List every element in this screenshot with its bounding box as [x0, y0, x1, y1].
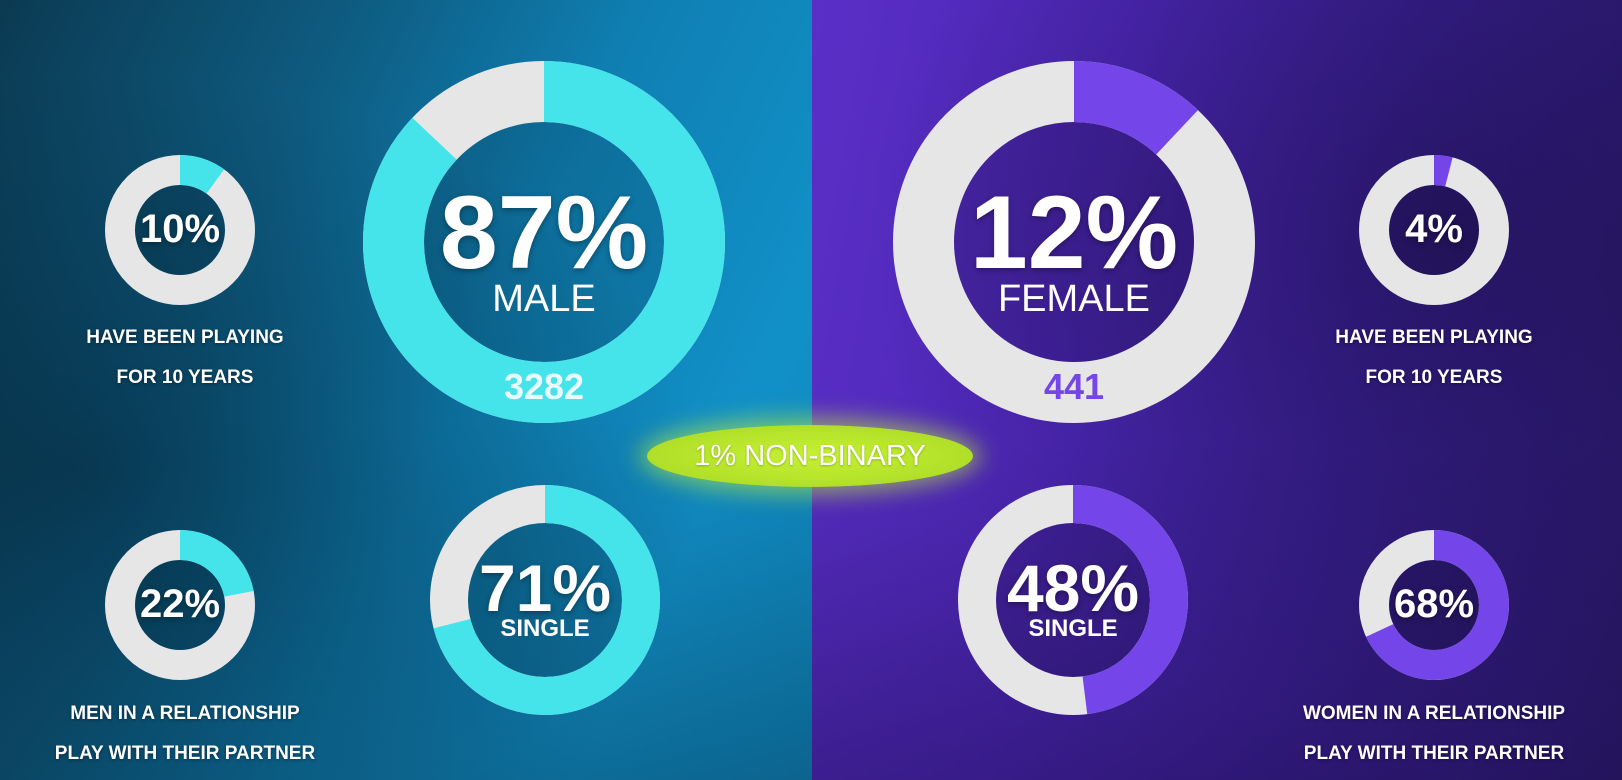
female-relationship-percent: 68% — [1393, 582, 1475, 626]
male-relationship-donut: 22% — [105, 530, 255, 680]
donut-value-arc — [363, 61, 725, 423]
male-single-ring — [430, 485, 660, 715]
donut-value-arc — [430, 485, 660, 715]
female-count: 441 — [1043, 366, 1105, 407]
male-single-label: SINGLE — [500, 615, 590, 642]
nonbinary-badge: 1% NON-BINARY — [647, 425, 973, 487]
caption-line: HAVE BEEN PLAYING — [86, 327, 284, 348]
male-label: MALE — [492, 278, 596, 320]
female-playing-donut: 4% — [1359, 155, 1509, 305]
female-single-donut: 48% SINGLE — [958, 485, 1188, 715]
male-relationship-percent: 22% — [139, 582, 221, 626]
male-relationship-caption: MEN IN A RELATIONSHIP PLAY WITH THEIR PA… — [30, 694, 340, 774]
donut-center — [996, 523, 1150, 677]
female-percent: 12% — [969, 175, 1179, 291]
donut-center — [135, 185, 225, 275]
female-single-ring — [958, 485, 1188, 715]
donut-value-arc — [1359, 530, 1509, 680]
male-playing-donut: 10% — [105, 155, 255, 305]
donut-value-arc — [958, 485, 1188, 715]
caption-line: MEN IN A RELATIONSHIP — [70, 703, 300, 724]
donut-center — [1389, 185, 1479, 275]
male-count: 3282 — [503, 366, 585, 407]
nonbinary-label: 1% NON-BINARY — [694, 439, 926, 472]
donut-center — [468, 523, 622, 677]
male-playing-percent: 10% — [139, 207, 221, 251]
male-donut: 87% MALE 3282 — [363, 61, 725, 423]
male-donut-ring — [363, 61, 725, 423]
male-single-donut: 71% SINGLE — [430, 485, 660, 715]
donut-center — [954, 122, 1194, 362]
female-donut: 12% FEMALE 441 — [893, 61, 1255, 423]
female-relationship-caption: WOMEN IN A RELATIONSHIP PLAY WITH THEIR … — [1279, 694, 1589, 774]
male-playing-ring — [105, 155, 255, 305]
caption-line: FOR 10 YEARS — [116, 367, 254, 388]
caption-line: PLAY WITH THEIR PARTNER — [54, 743, 316, 764]
female-single-percent: 48% — [1006, 551, 1140, 625]
caption-line: WOMEN IN A RELATIONSHIP — [1302, 703, 1566, 724]
female-playing-percent: 4% — [1405, 207, 1463, 251]
male-percent: 87% — [439, 175, 649, 291]
female-playing-ring — [1359, 155, 1509, 305]
caption-line: HAVE BEEN PLAYING — [1335, 327, 1533, 348]
donut-value-arc — [105, 155, 255, 305]
donut-value-arc — [1359, 155, 1509, 305]
female-single-label: SINGLE — [1028, 615, 1118, 642]
male-playing-caption: HAVE BEEN PLAYING FOR 10 YEARS — [50, 318, 320, 398]
donut-center — [1389, 560, 1479, 650]
female-label: FEMALE — [997, 278, 1151, 320]
donut-center — [135, 560, 225, 650]
female-relationship-donut: 68% — [1359, 530, 1509, 680]
female-playing-caption: HAVE BEEN PLAYING FOR 10 YEARS — [1299, 318, 1569, 398]
male-single-percent: 71% — [478, 551, 612, 625]
female-donut-ring — [893, 61, 1255, 423]
caption-line: PLAY WITH THEIR PARTNER — [1303, 743, 1565, 764]
donut-value-arc — [105, 530, 255, 680]
female-relationship-ring — [1359, 530, 1509, 680]
donut-center — [424, 122, 664, 362]
donut-value-arc — [893, 61, 1255, 423]
male-relationship-ring — [105, 530, 255, 680]
caption-line: FOR 10 YEARS — [1365, 367, 1503, 388]
